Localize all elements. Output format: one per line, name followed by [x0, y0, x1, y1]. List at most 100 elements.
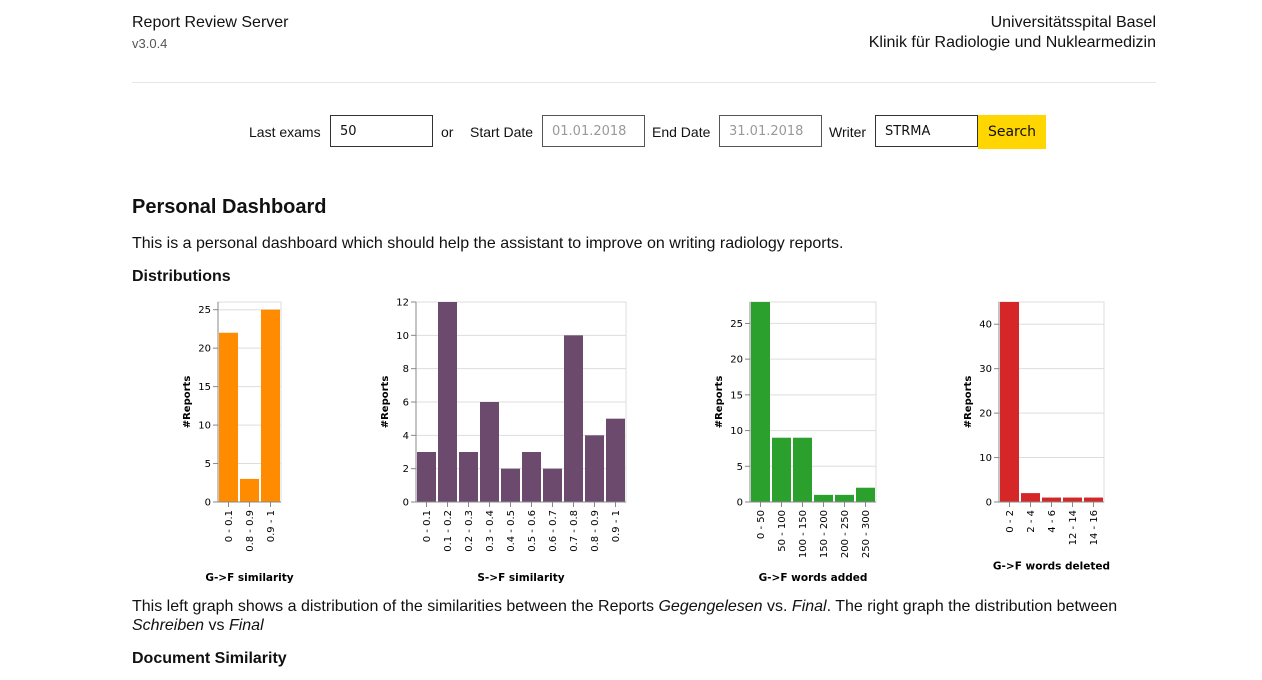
chart-gf-words-deleted: 0 10 20 30 40 0 - 2 2 - 4 4 - 6 12 - 14 14 - 16 #R… [963, 301, 1110, 572]
chart2-bar [835, 494, 854, 502]
chart1-ytick-label: 12 [396, 298, 409, 309]
chart2-ytick-label: 5 [737, 462, 743, 473]
chart3-xtick-label: 2 - 4 [1026, 510, 1037, 533]
end-date-input[interactable]: 31.01.2018 [719, 115, 822, 147]
page-title: Personal Dashboard [132, 196, 327, 218]
chart1-bar [564, 335, 583, 502]
chart1-xtick-label: 0.7 - 0.8 [569, 510, 580, 552]
chart-sf-similarity: 0 2 4 6 8 10 12 0 - 0.1 0.1 - 0.2 0.2 - 0.3 0.3 - … [380, 298, 627, 584]
desc-part-8: Final [228, 617, 264, 634]
chart1-bar [585, 435, 604, 502]
chart1-bar [543, 468, 562, 502]
desc-part-5: . The right graph the distribution betwe… [826, 598, 1118, 615]
chart3-ytick-label: 20 [979, 409, 992, 420]
desc-part-4: Final [791, 598, 827, 615]
chart-gf-words-added: 0 5 10 15 20 25 0 - 50 50 - 100 100 - 150 150 - 2… [714, 301, 877, 584]
chart0-xtick-label: 0.8 - 0.9 [245, 510, 256, 552]
chart0-xlabel: G->F similarity [205, 572, 293, 584]
writer-label: Writer [829, 124, 867, 140]
start-date-label: Start Date [470, 124, 534, 140]
chart1-xtick-label: 0.4 - 0.5 [506, 510, 517, 552]
chart0-ytick-label: 15 [198, 382, 211, 393]
chart1-bar [501, 468, 520, 502]
chart2-bar [772, 437, 791, 502]
chart2-ytick-label: 20 [730, 355, 743, 366]
chart2-ytick-label: 10 [730, 426, 743, 437]
chart1-ytick-label: 8 [403, 364, 409, 375]
chart1-xtick-label: 0.8 - 0.9 [590, 510, 601, 552]
desc-part-6: Schreiben [132, 617, 205, 634]
chart1-xtick-label: 0.3 - 0.4 [485, 510, 496, 552]
chart1-ytick-label: 4 [403, 431, 409, 442]
chart2-xtick-label: 100 - 150 [798, 510, 809, 558]
chart2-xtick-label: 50 - 100 [777, 510, 788, 552]
chart1-bar [606, 418, 625, 502]
chart1-xtick-label: 0.5 - 0.6 [527, 510, 538, 552]
document-similarity-heading: Document Similarity [132, 650, 287, 667]
chart0-xtick-label: 0.9 - 1 [266, 510, 277, 542]
chart2-ytick-label: 0 [737, 498, 743, 509]
chart1-ytick-label: 2 [403, 464, 409, 475]
chart0-ytick-label: 10 [198, 421, 211, 432]
chart2-xtick-label: 200 - 250 [840, 510, 851, 558]
distribution-description: This left graph shows a distribution of … [132, 597, 1132, 635]
writer-input[interactable]: STRMA [875, 115, 978, 147]
chart1-ytick-label: 6 [403, 398, 409, 409]
chart1-xtick-label: 0 - 0.1 [422, 510, 433, 542]
chart2-xtick-label: 150 - 200 [819, 510, 830, 558]
chart3-xtick-label: 14 - 16 [1089, 510, 1100, 545]
chart2-ytick-label: 15 [730, 390, 743, 401]
last-exams-input[interactable]: 50 [330, 115, 433, 147]
chart3-ytick-label: 0 [986, 498, 992, 509]
chart1-ytick-label: 10 [396, 331, 409, 342]
chart3-bar [1042, 497, 1061, 502]
chart1-bar [438, 302, 457, 502]
intro-text: This is a personal dashboard which shoul… [132, 235, 844, 252]
chart3-xlabel: G->F words deleted [993, 560, 1110, 572]
chart0-ytick-label: 25 [198, 305, 211, 316]
chart2-xtick-label: 250 - 300 [861, 510, 872, 558]
chart1-xlabel: S->F similarity [477, 572, 564, 584]
header: Report Review Server v3.0.4 Universitäts… [132, 14, 1156, 84]
chart3-bar [1021, 493, 1040, 502]
search-button[interactable]: Search [978, 115, 1046, 149]
last-exams-label: Last exams [249, 124, 321, 140]
chart2-plot-area [749, 301, 877, 503]
chart1-xtick-label: 0.6 - 0.7 [548, 510, 559, 552]
chart0-bar [219, 332, 238, 502]
chart3-xtick-label: 0 - 2 [1005, 510, 1016, 533]
institution-name: Universitätsspital Basel [990, 14, 1156, 31]
chart3-ytick-label: 10 [979, 453, 992, 464]
chart0-bar [240, 478, 259, 502]
department-name: Klinik für Radiologie und Nuklearmedizin [868, 34, 1156, 51]
start-date-input[interactable]: 01.01.2018 [542, 115, 645, 147]
chart1-ylabel: #Reports [380, 376, 391, 429]
chart1-bar [459, 452, 478, 502]
chart3-bar [1063, 497, 1082, 502]
chart0-ytick-label: 20 [198, 344, 211, 355]
chart2-bar [814, 494, 833, 502]
chart2-xlabel: G->F words added [759, 572, 868, 584]
chart1-xtick-label: 0.2 - 0.3 [464, 510, 475, 552]
chart0-ylabel: #Reports [182, 376, 193, 429]
chart3-xtick-label: 4 - 6 [1047, 510, 1058, 533]
chart0-ytick-label: 0 [205, 498, 211, 509]
chart2-ytick-label: 25 [730, 319, 743, 330]
distributions-heading: Distributions [132, 268, 231, 285]
chart1-xtick-label: 0.1 - 0.2 [443, 510, 454, 552]
desc-part-3: vs. [762, 598, 792, 615]
header-divider [132, 82, 1156, 83]
chart2-bar [751, 302, 770, 502]
chart3-ylabel: #Reports [963, 376, 974, 429]
chart3-xtick-label: 12 - 14 [1068, 510, 1079, 545]
app-title: Report Review Server [132, 14, 289, 31]
app-version: v3.0.4 [132, 36, 168, 51]
desc-part-7: vs [204, 617, 229, 634]
chart3-bar [1000, 302, 1019, 502]
chart2-ylabel: #Reports [714, 376, 725, 429]
chart2-bar [856, 487, 875, 502]
chart0-xtick-label: 0 - 0.1 [224, 510, 235, 542]
chart1-bar [522, 452, 541, 502]
chart0-bar [261, 309, 280, 502]
desc-part-2: Gegengelesen [658, 598, 763, 615]
